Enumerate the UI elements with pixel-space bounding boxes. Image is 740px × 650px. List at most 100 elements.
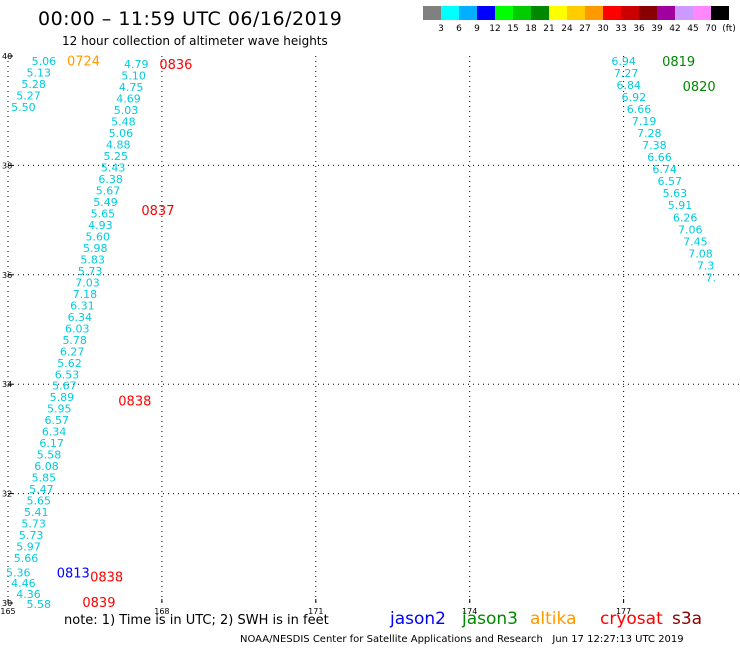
swh-value: 5.06 bbox=[32, 55, 57, 68]
swh-value: 6.92 bbox=[622, 91, 647, 104]
swh-value: 4.69 bbox=[116, 93, 141, 106]
scale-swatch bbox=[441, 6, 459, 20]
swh-value: 4.46 bbox=[11, 577, 36, 590]
swh-value: 6.74 bbox=[652, 163, 677, 176]
jason3-track: 6.947.276.846.926.667.197.287.386.666.74… bbox=[611, 55, 716, 285]
swh-value: 6.66 bbox=[647, 151, 672, 164]
swh-value: 7.27 bbox=[614, 67, 639, 80]
swh-value: 5.63 bbox=[663, 187, 688, 200]
scale-swatch bbox=[675, 6, 693, 20]
scale-swatch bbox=[531, 6, 549, 20]
scale-swatch bbox=[495, 6, 513, 20]
scale-label: 6 bbox=[456, 24, 462, 34]
scale-swatch bbox=[513, 6, 531, 20]
swh-value: 7.06 bbox=[678, 223, 703, 236]
x-tick-label: 168 bbox=[154, 607, 169, 616]
swh-value: 5.73 bbox=[21, 518, 46, 531]
pass-time: 0838 bbox=[90, 571, 123, 586]
scale-label: 27 bbox=[579, 24, 591, 34]
swh-value: 5.62 bbox=[57, 357, 82, 370]
swh-value: 5.25 bbox=[103, 150, 128, 163]
pass-time: 0820 bbox=[683, 80, 716, 95]
scale-label: (ft) bbox=[722, 24, 736, 34]
satellite-name-altika: altika bbox=[530, 609, 577, 629]
scale-swatch bbox=[549, 6, 567, 20]
y-tick-label: 32 bbox=[2, 490, 12, 499]
satellite-name-s3a: s3a bbox=[672, 609, 703, 629]
swh-value: 4.79 bbox=[124, 58, 149, 71]
scale-swatch bbox=[693, 6, 711, 20]
satellite-name-jason3: jason3 bbox=[462, 609, 518, 629]
pass-time: 0839 bbox=[82, 596, 115, 611]
map-title: 00:00 – 11:59 UTC 06/16/2019 bbox=[38, 8, 343, 30]
swh-value: 7.3 bbox=[697, 259, 715, 272]
swh-value: 5.67 bbox=[52, 380, 77, 393]
swh-value: 5.89 bbox=[50, 391, 75, 404]
swh-value: 5.73 bbox=[78, 265, 103, 278]
swh-value: 6.26 bbox=[673, 211, 698, 224]
swh-value: 5.67 bbox=[96, 184, 121, 197]
scale-swatch bbox=[711, 6, 729, 20]
pass-time: 0838 bbox=[118, 395, 151, 410]
scale-label: 21 bbox=[543, 24, 555, 34]
swh-value: 5.27 bbox=[16, 89, 41, 102]
y-tick-label: 36 bbox=[2, 271, 12, 280]
map-subtitle: 12 hour collection of altimeter wave hei… bbox=[62, 34, 328, 48]
pass-time: 0836 bbox=[159, 58, 192, 73]
swh-value: 4.36 bbox=[16, 588, 41, 601]
scale-label: 42 bbox=[669, 24, 681, 34]
credit-line: NOAA/NESDIS Center for Satellite Applica… bbox=[240, 634, 684, 645]
swh-value: 5.58 bbox=[37, 449, 62, 462]
footnote: note: 1) Time is in UTC; 2) SWH is in fe… bbox=[64, 613, 329, 628]
swh-value: 4.93 bbox=[88, 219, 113, 232]
swh-value: 5.49 bbox=[93, 196, 118, 209]
pass-time: 0813 bbox=[57, 566, 90, 581]
y-tick-label: 34 bbox=[2, 380, 12, 389]
swh-value: 5.65 bbox=[27, 495, 52, 508]
swh-value: 5.60 bbox=[86, 230, 111, 243]
x-tick-label: 171 bbox=[308, 607, 323, 616]
scale-label: 15 bbox=[507, 24, 519, 34]
y-tick-label: 30 bbox=[2, 599, 12, 608]
y-tick-label: 38 bbox=[2, 161, 12, 170]
swh-value: 7.38 bbox=[642, 139, 667, 152]
swh-value: 6.53 bbox=[55, 368, 80, 381]
pass-time: 0819 bbox=[662, 55, 695, 70]
swh-value: 7.28 bbox=[637, 127, 662, 140]
swh-value: 5.48 bbox=[111, 116, 136, 129]
swh-value: 5.13 bbox=[27, 66, 52, 79]
x-tick-label: 177 bbox=[616, 607, 631, 616]
swh-value: 6.17 bbox=[39, 437, 64, 450]
scale-label: 3 bbox=[438, 24, 444, 34]
scale-swatch bbox=[621, 6, 639, 20]
swh-value: 5.10 bbox=[121, 70, 146, 83]
swh-value: 6.38 bbox=[98, 173, 123, 186]
swh-value: 5.91 bbox=[668, 199, 693, 212]
scale-swatch bbox=[477, 6, 495, 20]
wave-height-labels: 5.065.135.285.275.504.795.104.754.695.03… bbox=[6, 55, 716, 611]
swh-value: 7.45 bbox=[683, 235, 708, 248]
scale-swatch bbox=[567, 6, 585, 20]
swh-value: 5.78 bbox=[62, 334, 87, 347]
swh-value: 5.98 bbox=[83, 242, 108, 255]
scale-label: 36 bbox=[633, 24, 645, 34]
swh-value: 4.88 bbox=[106, 139, 131, 152]
scale-swatch bbox=[603, 6, 621, 20]
scale-swatch bbox=[585, 6, 603, 20]
scale-label: 24 bbox=[561, 24, 573, 34]
x-tick-label: 174 bbox=[462, 607, 477, 616]
swh-value: 6.34 bbox=[42, 426, 67, 439]
axis-tick-labels: 165 168 171 174 177 40 38 36 34 32 30 bbox=[0, 52, 631, 616]
swh-value: 6.94 bbox=[611, 55, 636, 68]
scale-label: 45 bbox=[687, 24, 699, 34]
pass-time: 0837 bbox=[141, 204, 174, 219]
swh-value: 5.66 bbox=[14, 552, 39, 565]
swh-value: 7.08 bbox=[688, 247, 713, 260]
lat-lon-grid bbox=[7, 55, 740, 604]
satellite-name-jason2: jason2 bbox=[390, 609, 446, 629]
scale-label: 33 bbox=[615, 24, 627, 34]
swh-value: 5.83 bbox=[80, 253, 105, 266]
swh-value: 5.28 bbox=[21, 78, 46, 91]
scale-swatch bbox=[423, 6, 441, 20]
